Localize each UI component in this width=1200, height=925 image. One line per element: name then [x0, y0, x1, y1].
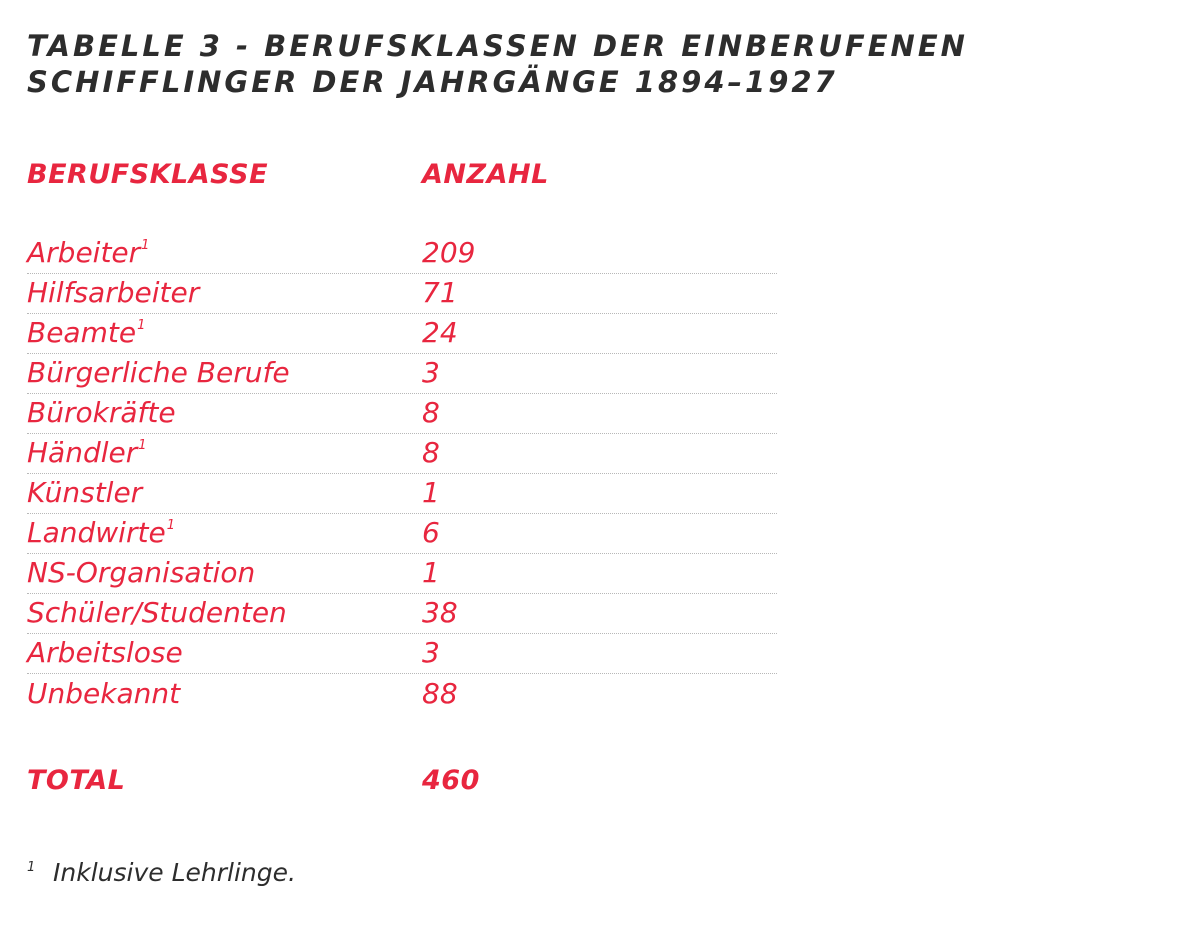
row-label: Beamte1 — [27, 316, 146, 349]
footnote-text: Inklusive Lehrlinge. — [53, 858, 296, 887]
table-row: Landwirte1 6 — [27, 514, 777, 554]
row-label: Händler1 — [27, 436, 147, 469]
row-value: 3 — [422, 636, 440, 669]
row-label: Bürokräfte — [27, 396, 176, 429]
table-row: Schüler/Studenten 38 — [27, 594, 777, 634]
footnote-mark: 1 — [27, 860, 36, 875]
table-row: Künstler 1 — [27, 474, 777, 514]
row-value: 24 — [422, 316, 458, 349]
row-value: 8 — [422, 436, 440, 469]
occupation-table: BERUFSKLASSE ANZAHL Arbeiter1 209 Hilfsa… — [27, 150, 777, 800]
row-value: 1 — [422, 476, 440, 509]
table-row: Händler1 8 — [27, 434, 777, 474]
row-label: Bürgerliche Berufe — [27, 356, 290, 389]
row-value: 6 — [422, 516, 440, 549]
table-row: NS-Organisation 1 — [27, 554, 777, 594]
row-value: 1 — [422, 556, 440, 589]
header-berufsklasse: BERUFSKLASSE — [27, 158, 269, 190]
table-row: Hilfsarbeiter 71 — [27, 274, 777, 314]
row-label: Künstler — [27, 476, 143, 509]
footnote-marker: 1 — [138, 438, 147, 453]
row-label: NS-Organisation — [27, 556, 256, 589]
table-title-line-1: TABELLE 3 - BERUFSKLASSEN DER EINBERUFEN… — [27, 29, 968, 63]
table-row: Bürokräfte 8 — [27, 394, 777, 434]
row-label: Arbeiter1 — [27, 236, 150, 269]
row-value: 38 — [422, 596, 458, 629]
table-row: Arbeiter1 209 — [27, 234, 777, 274]
table-row: Arbeitslose 3 — [27, 634, 777, 674]
row-label: Landwirte1 — [27, 516, 175, 549]
table-header-row: BERUFSKLASSE ANZAHL — [27, 150, 777, 198]
row-value: 88 — [422, 677, 458, 710]
table-row: Unbekannt 88 — [27, 674, 777, 714]
table-title: TABELLE 3 - BERUFSKLASSEN DER EINBERUFEN… — [27, 28, 968, 100]
row-value: 209 — [422, 236, 476, 269]
table-body: Arbeiter1 209 Hilfsarbeiter 71 Beamte1 2… — [27, 234, 777, 714]
row-value: 8 — [422, 396, 440, 429]
table-row: Bürgerliche Berufe 3 — [27, 354, 777, 394]
total-label: TOTAL — [27, 764, 126, 796]
row-value: 3 — [422, 356, 440, 389]
footnote: 1 Inklusive Lehrlinge. — [27, 858, 296, 887]
total-row: TOTAL 460 — [27, 760, 777, 800]
footnote-marker: 1 — [141, 238, 150, 253]
header-anzahl: ANZAHL — [422, 158, 549, 190]
row-label: Schüler/Studenten — [27, 596, 287, 629]
total-value: 460 — [422, 764, 480, 796]
table-row: Beamte1 24 — [27, 314, 777, 354]
row-label: Unbekannt — [27, 677, 181, 710]
footnote-marker: 1 — [166, 518, 175, 533]
row-label: Arbeitslose — [27, 636, 183, 669]
table-title-line-2: SCHIFFLINGER DER JAHRGÄNGE 1894–1927 — [27, 65, 838, 99]
row-value: 71 — [422, 276, 458, 309]
row-label: Hilfsarbeiter — [27, 276, 200, 309]
footnote-marker: 1 — [137, 318, 146, 333]
